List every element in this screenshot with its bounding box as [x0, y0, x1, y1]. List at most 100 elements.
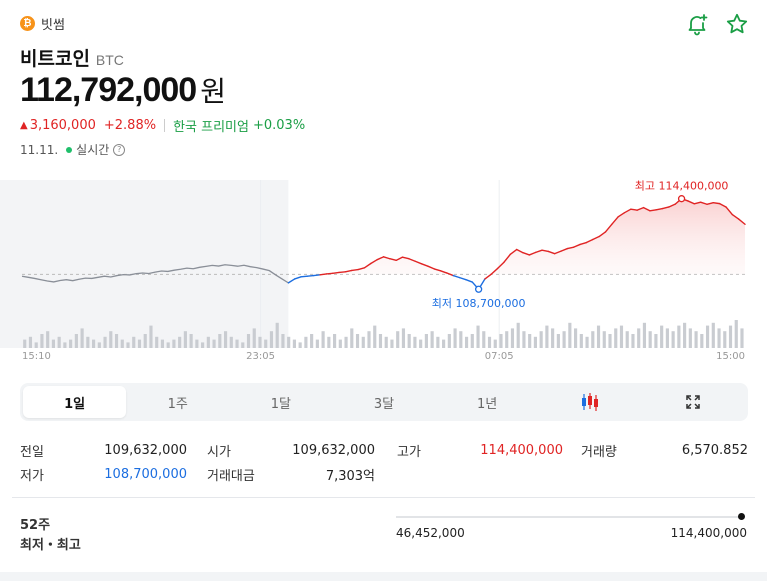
- volume-bar: [172, 339, 176, 348]
- current-series-segment: [642, 206, 651, 212]
- volume-bar: [63, 342, 67, 348]
- week52-label-top: 52주: [20, 518, 51, 533]
- volume-bar: [178, 336, 182, 348]
- korea-premium-label[interactable]: 한국 프리미엄: [173, 120, 249, 135]
- current-series-segment: [344, 269, 353, 273]
- volume-bar: [396, 331, 400, 348]
- current-series-segment: [655, 207, 664, 211]
- source-name[interactable]: 빗썸: [41, 17, 65, 33]
- volume-bar: [80, 328, 84, 348]
- stat-label: 시가: [207, 444, 231, 460]
- volume-bar: [281, 334, 285, 348]
- timestamp-row: 11.11. 실시간 ?: [20, 141, 126, 158]
- volume-bar: [700, 334, 704, 348]
- volume-bar: [23, 339, 27, 348]
- volume-bar: [654, 334, 658, 348]
- volume-bar: [665, 328, 669, 348]
- volume-bar: [384, 336, 388, 348]
- current-series-segment: [490, 267, 499, 275]
- volume-bar: [321, 331, 325, 348]
- x-tick-label: 23:05: [246, 351, 275, 362]
- current-series-segment: [636, 206, 645, 211]
- period-tabs: 1일 1주 1달 3달 1년: [20, 383, 748, 421]
- volume-bar: [298, 342, 302, 348]
- volume-bar: [304, 336, 308, 348]
- volume-bar: [373, 325, 377, 348]
- current-series-segment: [661, 206, 670, 210]
- low-label: 최저 108,700,000: [432, 297, 526, 310]
- volume-bar: [109, 331, 113, 348]
- volume-bar: [545, 325, 549, 348]
- bell-plus-icon[interactable]: [685, 12, 709, 36]
- tab-1y[interactable]: 1년: [477, 396, 498, 412]
- volume-bar: [464, 336, 469, 348]
- volume-bar: [602, 331, 606, 348]
- current-series-segment: [484, 273, 493, 280]
- current-series-segment: [319, 273, 328, 276]
- week52-label: 52주 최저・최고: [20, 516, 81, 556]
- current-series-segment: [668, 203, 676, 208]
- current-series-segment: [401, 256, 410, 260]
- tab-3m[interactable]: 3달: [373, 396, 395, 412]
- volume-bar: [516, 322, 520, 348]
- current-price: 112,792,000: [20, 71, 197, 109]
- previous-period-shade: [0, 180, 289, 348]
- current-series-segment: [535, 249, 543, 254]
- change-amount: 3,160,000: [29, 118, 96, 133]
- volume-bar: [505, 331, 509, 348]
- current-series-segment: [465, 279, 473, 283]
- volume-bar: [229, 336, 233, 348]
- current-series-segment: [408, 258, 416, 262]
- current-series-segment: [585, 238, 594, 244]
- volume-bar: [482, 331, 486, 348]
- current-series-segment: [287, 278, 296, 284]
- current-series-segment: [439, 270, 448, 274]
- section-divider: [12, 497, 755, 498]
- volume-bar: [619, 325, 624, 348]
- volume-bar: [86, 336, 90, 348]
- volume-bar: [717, 328, 721, 348]
- volume-bar: [252, 328, 256, 348]
- week52-low: 46,452,000: [396, 526, 465, 540]
- current-series-segment: [725, 206, 734, 216]
- change-row: ▲ 3,160,000 +2.88% 한국 프리미엄 +0.03%: [20, 116, 305, 135]
- volume-bar: [57, 336, 61, 348]
- help-icon[interactable]: ?: [113, 143, 126, 156]
- price-chart[interactable]: 최고 114,400,000 최저 108,700,000 15:10 23:05 07…: [0, 180, 767, 370]
- stats-row: 전일 109,632,000 시가 109,632,000 고가 114,400…: [20, 438, 748, 462]
- current-series-segment: [515, 248, 524, 254]
- volume-bar: [648, 331, 652, 348]
- tab-1d[interactable]: 1일: [23, 386, 127, 418]
- current-series-segment: [433, 268, 442, 272]
- tab-fullscreen[interactable]: [642, 386, 745, 418]
- volume-bar: [195, 339, 199, 348]
- volume-bar: [574, 328, 578, 348]
- volume-bar: [694, 331, 698, 348]
- tab-1w[interactable]: 1주: [167, 396, 188, 412]
- volume-bar: [367, 331, 371, 348]
- current-series-segment: [706, 201, 714, 205]
- star-icon[interactable]: [725, 12, 749, 36]
- volume-bar: [642, 322, 647, 348]
- current-series-segment: [395, 256, 404, 262]
- volume-bar: [533, 336, 537, 348]
- week52-current-marker: [737, 513, 745, 520]
- current-series-segment: [414, 260, 423, 265]
- live-label: 실시간: [76, 143, 110, 157]
- current-series-segment: [458, 276, 467, 281]
- current-series-segment: [611, 216, 619, 225]
- tab-1m[interactable]: 1달: [270, 396, 291, 412]
- volume-bar: [637, 328, 641, 348]
- volume-bar: [705, 325, 710, 348]
- current-series-segment: [300, 275, 309, 278]
- volume-bar: [528, 334, 532, 348]
- volume-bar: [189, 334, 193, 348]
- volume-bar: [614, 328, 618, 348]
- current-series-segment: [351, 268, 359, 272]
- volume-bar: [390, 339, 394, 348]
- tab-candlestick[interactable]: [539, 386, 642, 418]
- current-series-segment: [573, 243, 581, 248]
- volume-bar: [442, 339, 446, 348]
- volume-bar: [476, 325, 480, 348]
- current-series-segment: [446, 272, 454, 277]
